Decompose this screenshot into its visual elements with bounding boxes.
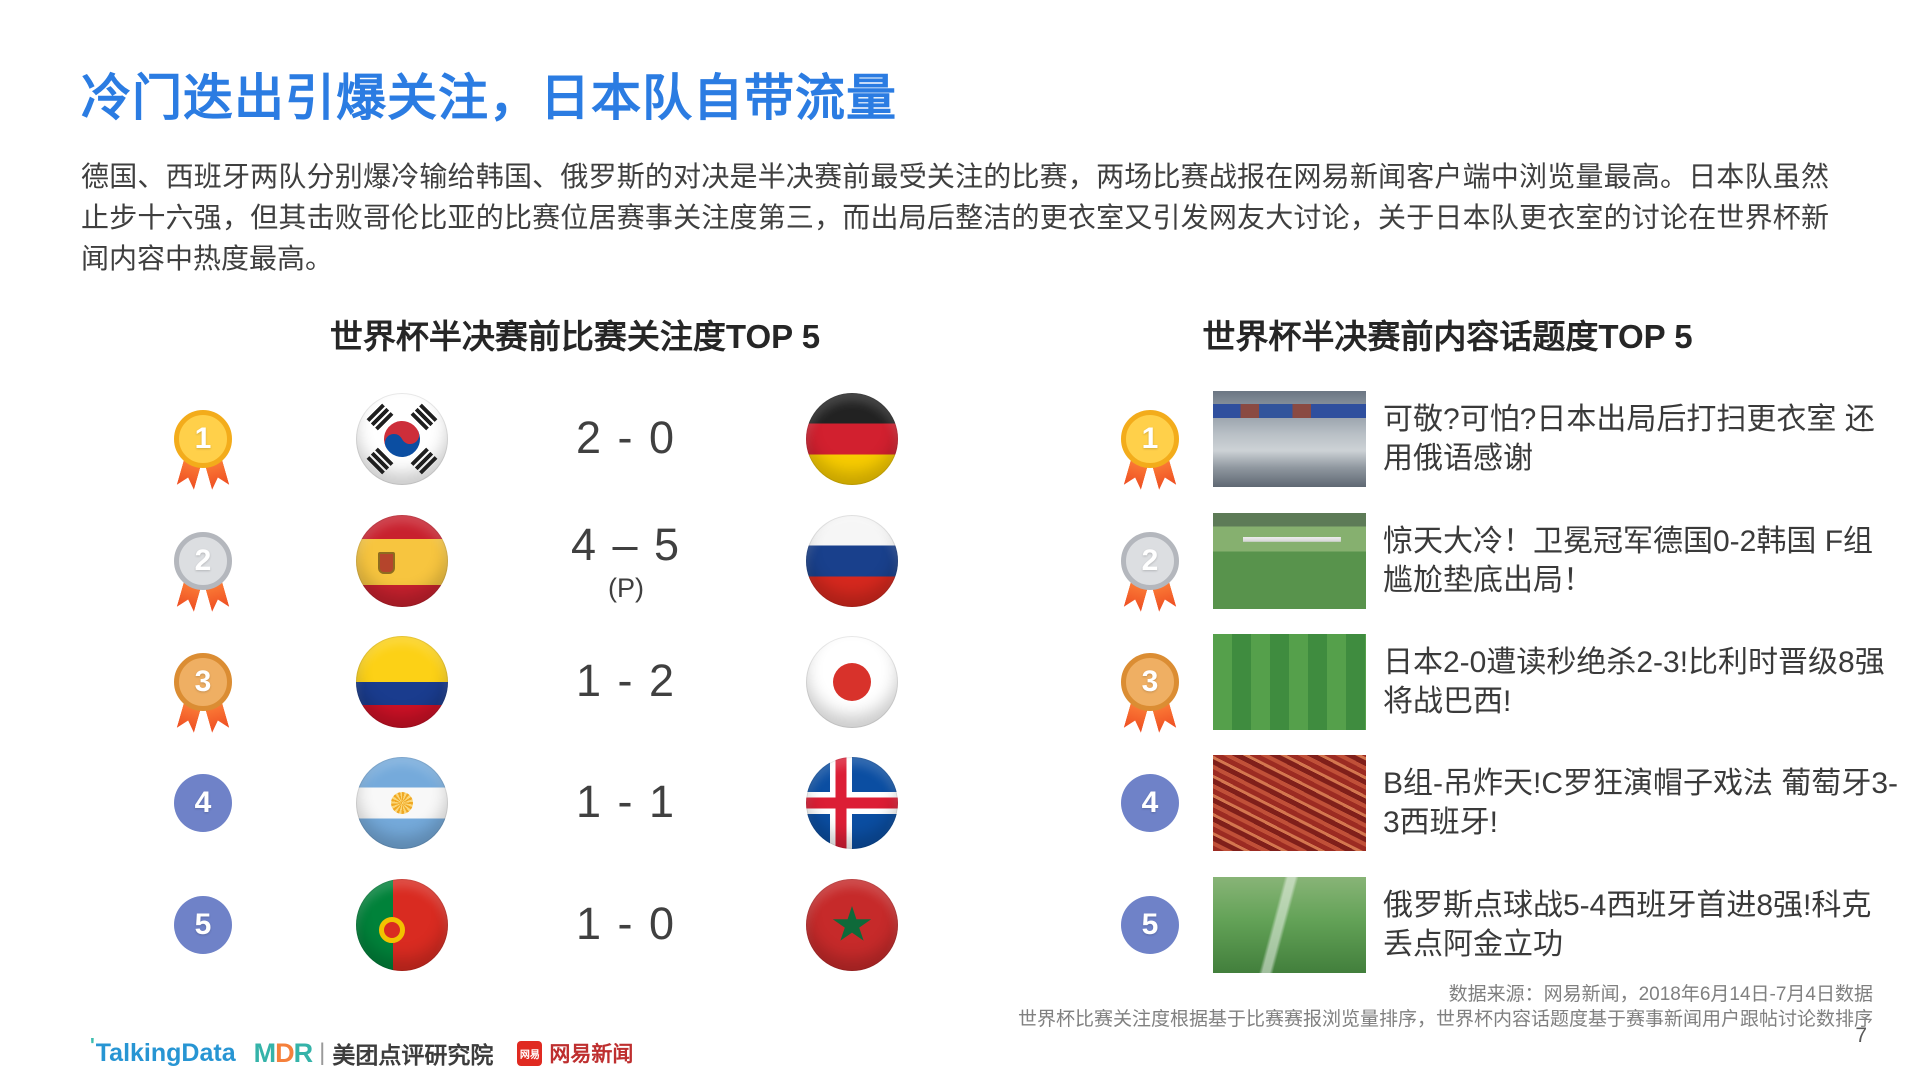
rank-number: 2 bbox=[174, 532, 232, 590]
thumbnail-russia-spain-celebration bbox=[1213, 877, 1366, 973]
flag-japan-icon bbox=[806, 636, 898, 728]
news-headline: 可敬?可怕?日本出局后打扫更衣室 还用俄语感谢 bbox=[1383, 403, 1875, 475]
page-number: 7 bbox=[1855, 1024, 1867, 1047]
rank-4-badge-icon: 4 bbox=[174, 774, 232, 832]
rank-number: 4 bbox=[1121, 774, 1179, 832]
match-score: 2 - 0 bbox=[575, 412, 677, 463]
talkingdata-tick-icon: ' bbox=[90, 1034, 95, 1057]
right-section-header: 世界杯半决赛前内容话题度TOP 5 bbox=[1202, 318, 1693, 355]
source-line-1: 数据来源：网易新闻，2018年6月14日-7月4日数据 bbox=[1448, 984, 1873, 1005]
data-source-note: 数据来源：网易新闻，2018年6月14日-7月4日数据 世界杯比赛关注度根据基于… bbox=[1018, 982, 1873, 1032]
intro-paragraph: 德国、西班牙两队分别爆冷输给韩国、俄罗斯的对决是半决赛前最受关注的比赛，两场比赛… bbox=[81, 161, 1829, 274]
news-headline: 惊天大冷！卫冕冠军德国0-2韩国 F组尴尬垫底出局！ bbox=[1383, 525, 1874, 597]
rank-number: 2 bbox=[1121, 532, 1179, 590]
match-row-2: 2 4 – 5 (P) bbox=[81, 500, 966, 622]
rank-number: 5 bbox=[174, 896, 232, 954]
netease-news-label: 网易新闻 bbox=[549, 1043, 634, 1066]
meituan-research-label: 美团点评研究院 bbox=[332, 1042, 494, 1068]
talkingdata-logo: TalkingData bbox=[95, 1038, 236, 1067]
flag-morocco-icon bbox=[806, 879, 898, 971]
rank-number: 4 bbox=[174, 774, 232, 832]
match-score: 4 – 5 (P) bbox=[570, 518, 682, 603]
thumbnail-portugal-spain-fans bbox=[1213, 755, 1366, 851]
rank-4-badge-icon: 4 bbox=[1121, 774, 1179, 832]
news-row-1: 1 可敬?可怕?日本出局后打扫更衣室 还用俄语感谢 bbox=[1080, 378, 1921, 500]
rank-2-medal-icon: 2 bbox=[1121, 532, 1179, 590]
penalty-note: (P) bbox=[608, 572, 644, 603]
rank-5-badge-icon: 5 bbox=[1121, 896, 1179, 954]
rank-2-medal-icon: 2 bbox=[174, 532, 232, 590]
source-line-2: 世界杯比赛关注度根据基于比赛赛报浏览量排序，世界杯内容话题度基于赛事新闻用户跟帖… bbox=[1017, 1009, 1873, 1030]
rank-3-medal-icon: 3 bbox=[174, 653, 232, 711]
flag-south-korea-icon bbox=[356, 393, 448, 485]
match-row-3: 3 1 - 2 bbox=[81, 621, 966, 743]
rank-3-medal-icon: 3 bbox=[1121, 653, 1179, 711]
match-score: 1 - 1 bbox=[575, 776, 677, 827]
rank-number: 3 bbox=[1121, 653, 1179, 711]
flag-spain-icon bbox=[356, 515, 448, 607]
news-headline: 俄罗斯点球战5-4西班牙首进8强!科克丢点阿金立功 bbox=[1383, 889, 1872, 961]
rank-number: 3 bbox=[174, 653, 232, 711]
rank-number: 1 bbox=[1121, 410, 1179, 468]
flag-iceland-icon bbox=[806, 757, 898, 849]
flag-germany-icon bbox=[806, 393, 898, 485]
rank-5-badge-icon: 5 bbox=[174, 896, 232, 954]
rank-number: 1 bbox=[174, 410, 232, 468]
flag-colombia-icon bbox=[356, 636, 448, 728]
match-row-1: 1 2 - 0 bbox=[81, 378, 966, 500]
logo-divider: | bbox=[319, 1039, 326, 1066]
news-row-2: 2 惊天大冷！卫冕冠军德国0-2韩国 F组尴尬垫底出局！ bbox=[1080, 500, 1921, 622]
flag-russia-icon bbox=[806, 515, 898, 607]
thumbnail-japan-locker-room bbox=[1213, 391, 1366, 487]
left-section-header: 世界杯半决赛前比赛关注度TOP 5 bbox=[329, 318, 821, 355]
rank-1-medal-icon: 1 bbox=[1121, 410, 1179, 468]
news-headline: B组-吊炸天!C罗狂演帽子戏法 葡萄牙3-3西班牙! bbox=[1383, 767, 1899, 839]
news-row-3: 3 日本2-0遭读秒绝杀2-3!比利时晋级8强将战巴西! bbox=[1080, 621, 1921, 743]
flag-argentina-icon bbox=[356, 757, 448, 849]
news-headline: 日本2-0遭读秒绝杀2-3!比利时晋级8强将战巴西! bbox=[1383, 646, 1885, 718]
news-row-4: 4 B组-吊炸天!C罗狂演帽子戏法 葡萄牙3-3西班牙! bbox=[1080, 742, 1921, 864]
match-score: 1 - 0 bbox=[575, 898, 677, 949]
netease-app-icon: 网易 bbox=[517, 1040, 543, 1066]
mdr-logo: MDR bbox=[253, 1037, 313, 1068]
rank-1-medal-icon: 1 bbox=[174, 410, 232, 468]
thumbnail-germany-korea-goal bbox=[1213, 513, 1366, 609]
news-row-5: 5 俄罗斯点球战5-4西班牙首进8强!科克丢点阿金立功 bbox=[1080, 864, 1921, 986]
footer-logos: ' TalkingData MDR | 美团点评研究院 网易 网易新闻 bbox=[90, 1034, 634, 1070]
match-row-4: 4 1 - 1 bbox=[81, 742, 966, 864]
rank-number: 5 bbox=[1121, 896, 1179, 954]
flag-portugal-icon bbox=[356, 879, 448, 971]
thumbnail-japan-belgium-pitch bbox=[1213, 634, 1366, 730]
page-title: 冷门迭出引爆关注，日本队自带流量 bbox=[81, 70, 897, 126]
match-score: 1 - 2 bbox=[575, 655, 677, 706]
match-row-5: 5 1 - 0 bbox=[81, 864, 966, 986]
